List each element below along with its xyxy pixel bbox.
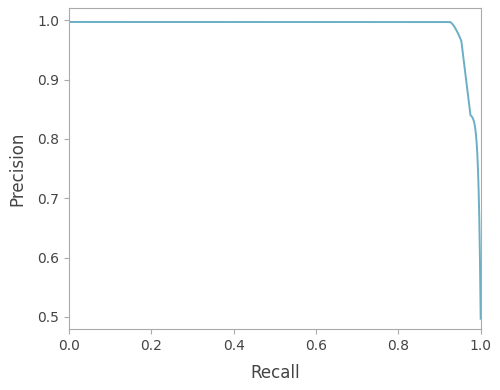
Y-axis label: Precision: Precision	[8, 131, 26, 206]
X-axis label: Recall: Recall	[250, 363, 300, 382]
